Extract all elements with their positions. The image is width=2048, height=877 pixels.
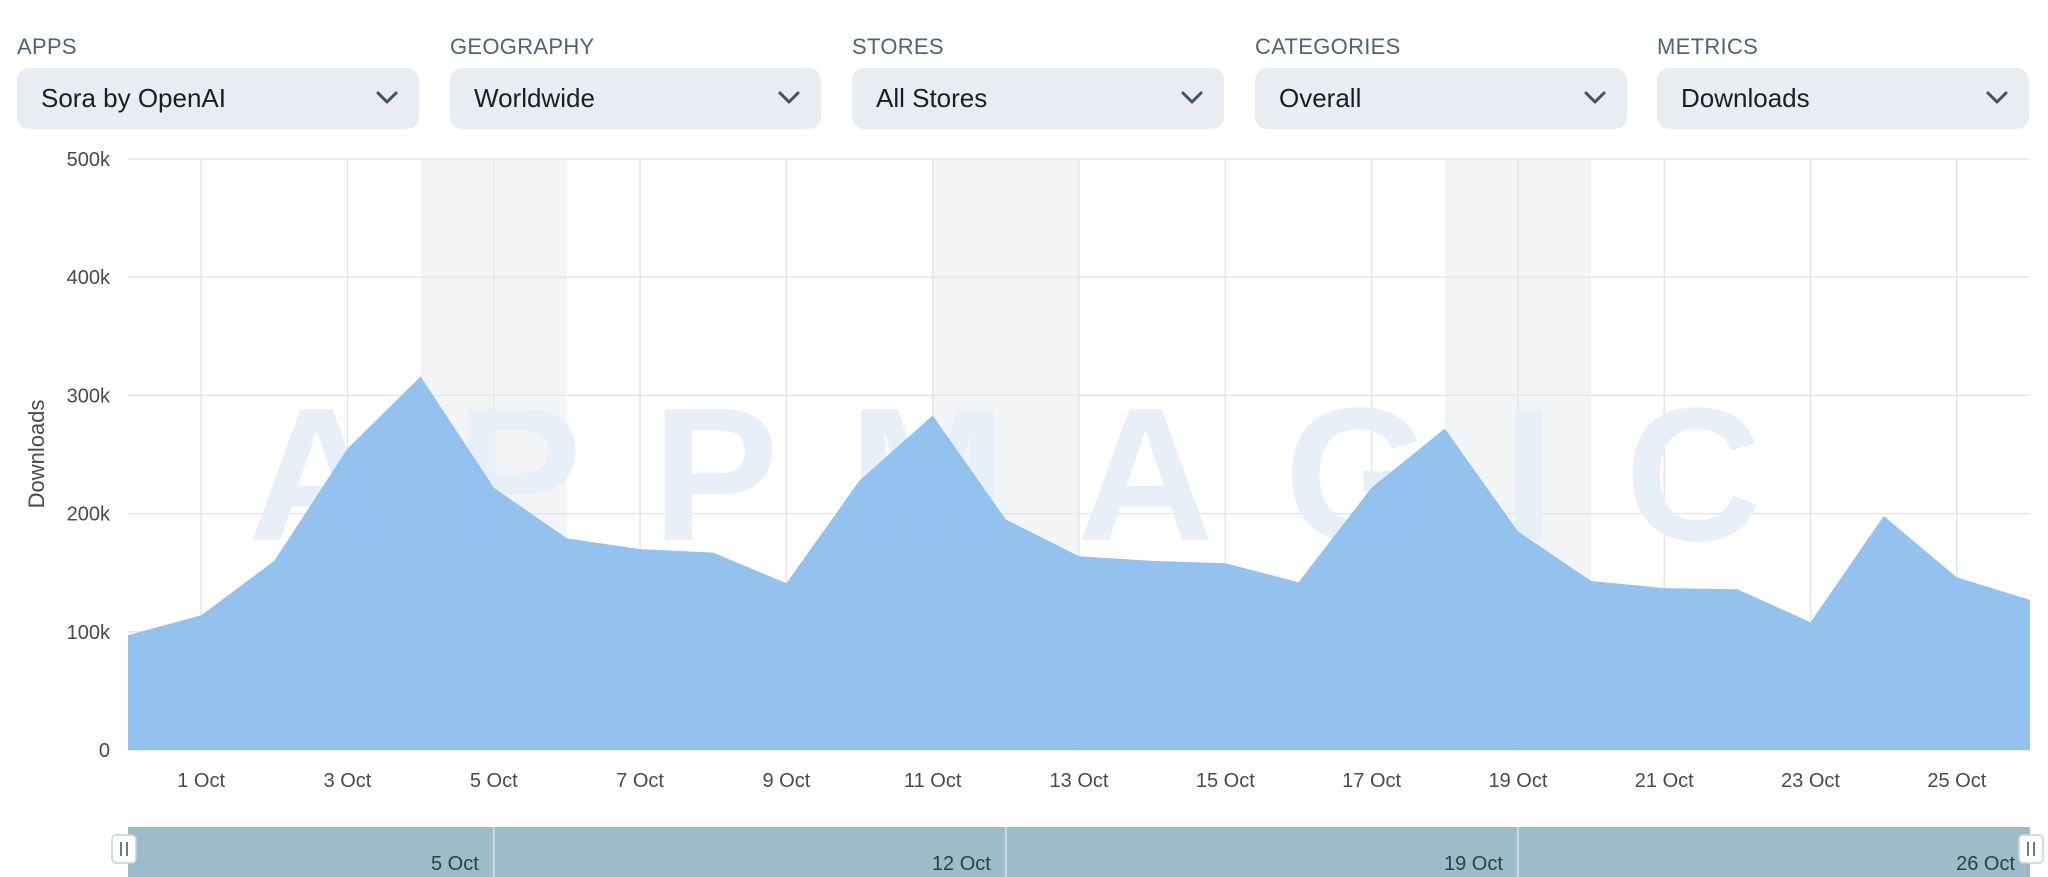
chevron-down-icon xyxy=(1986,91,2008,104)
geography-dropdown-value: Worldwide xyxy=(474,83,595,113)
data-point[interactable] xyxy=(561,532,573,544)
data-point[interactable] xyxy=(854,475,866,487)
y-tick-label: 100k xyxy=(67,622,111,644)
categories-dropdown[interactable]: Overall xyxy=(1255,68,1627,129)
y-tick-label: 400k xyxy=(67,267,111,289)
metrics-dropdown[interactable]: Downloads xyxy=(1657,68,2029,129)
navigator-label: 19 Oct xyxy=(1444,853,1503,875)
data-point[interactable] xyxy=(1439,422,1451,434)
data-point[interactable] xyxy=(1658,582,1670,594)
geography-filter-label: GEOGRAPHY xyxy=(450,34,595,59)
data-point[interactable] xyxy=(1073,550,1085,562)
x-tick-label: 11 Oct xyxy=(904,770,962,792)
metrics-filter-label: METRICS xyxy=(1657,34,1759,59)
drag-handle-icon[interactable] xyxy=(111,834,137,864)
x-tick-label: 17 Oct xyxy=(1342,770,1401,792)
data-point[interactable] xyxy=(1805,616,1817,628)
data-point[interactable] xyxy=(707,547,719,559)
data-point[interactable] xyxy=(122,629,134,641)
data-point[interactable] xyxy=(1951,571,1963,583)
data-point[interactable] xyxy=(2024,594,2036,606)
data-point[interactable] xyxy=(1000,514,1012,526)
area-layer xyxy=(122,370,2036,750)
stores-dropdown[interactable]: All Stores xyxy=(852,68,1224,129)
data-point[interactable] xyxy=(1219,557,1231,569)
data-point[interactable] xyxy=(634,543,646,555)
categories-filter-label: CATEGORIES xyxy=(1255,34,1401,59)
navigator-range[interactable] xyxy=(128,827,2030,877)
data-point[interactable] xyxy=(488,482,500,494)
chevron-down-icon xyxy=(376,91,398,104)
drag-handle-icon[interactable] xyxy=(2018,834,2044,864)
y-axis-title: Downloads xyxy=(24,400,49,509)
y-tick-label: 0 xyxy=(99,740,110,762)
filter-bar: APPS Sora by OpenAI GEOGRAPHY Worldwide … xyxy=(0,0,2048,140)
navigator-label: 5 Oct xyxy=(431,853,479,875)
geography-dropdown[interactable]: Worldwide xyxy=(450,68,821,129)
data-point[interactable] xyxy=(1585,575,1597,587)
x-tick-label: 25 Oct xyxy=(1927,770,1986,792)
x-tick-label: 13 Oct xyxy=(1050,770,1109,792)
categories-dropdown-value: Overall xyxy=(1279,83,1362,113)
chevron-down-icon xyxy=(1181,91,1203,104)
data-point[interactable] xyxy=(1146,555,1158,567)
range-navigator[interactable]: 5 Oct 12 Oct 19 Oct 26 Oct xyxy=(111,827,2044,877)
x-tick-label: 5 Oct xyxy=(470,770,518,792)
chevron-down-icon xyxy=(1584,91,1606,104)
data-point[interactable] xyxy=(415,370,427,382)
x-tick-label: 19 Oct xyxy=(1488,770,1547,792)
data-point[interactable] xyxy=(268,555,280,567)
data-point[interactable] xyxy=(1512,525,1524,537)
x-tick-label: 23 Oct xyxy=(1781,770,1840,792)
data-point[interactable] xyxy=(341,443,353,455)
data-point[interactable] xyxy=(1366,482,1378,494)
apps-filter-label: APPS xyxy=(17,34,77,59)
data-point[interactable] xyxy=(195,609,207,621)
x-tick-label: 3 Oct xyxy=(324,770,372,792)
y-tick-label: 200k xyxy=(67,504,111,526)
data-point[interactable] xyxy=(1292,576,1304,588)
data-point[interactable] xyxy=(780,577,792,589)
apps-dropdown-value: Sora by OpenAI xyxy=(41,83,226,113)
x-tick-label: 1 Oct xyxy=(177,770,225,792)
downloads-area xyxy=(128,376,2030,750)
stores-filter-label: STORES xyxy=(852,34,944,59)
navigator-label: 26 Oct xyxy=(1956,853,2015,875)
y-axis-ticks: 0 100k 200k 300k 400k 500k xyxy=(67,149,111,762)
x-tick-label: 21 Oct xyxy=(1635,770,1694,792)
navigator-label: 12 Oct xyxy=(932,853,991,875)
chevron-down-icon xyxy=(778,91,800,104)
apps-dropdown[interactable]: Sora by OpenAI xyxy=(17,68,419,129)
data-point[interactable] xyxy=(1731,583,1743,595)
y-tick-label: 300k xyxy=(67,385,111,407)
x-tick-label: 7 Oct xyxy=(616,770,664,792)
x-axis-ticks: 1 Oct 3 Oct 5 Oct 7 Oct 9 Oct 11 Oct 13 Oct 15 … xyxy=(177,770,1986,792)
metrics-dropdown-value: Downloads xyxy=(1681,83,1810,113)
y-tick-label: 500k xyxy=(67,149,111,171)
stores-dropdown-value: All Stores xyxy=(876,83,988,113)
data-point[interactable] xyxy=(927,409,939,421)
data-point[interactable] xyxy=(1878,510,1890,522)
x-tick-label: 15 Oct xyxy=(1196,770,1255,792)
x-tick-label: 9 Oct xyxy=(762,770,810,792)
